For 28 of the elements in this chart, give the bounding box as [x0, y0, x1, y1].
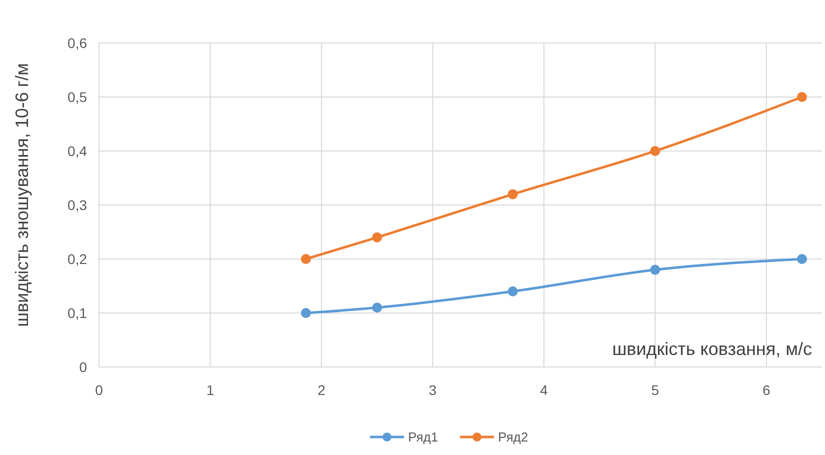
x-tick-label: 3 — [428, 382, 437, 398]
point — [508, 189, 518, 200]
point — [650, 264, 660, 275]
x-tick-label: 1 — [206, 382, 214, 398]
x-tick-label: 6 — [762, 382, 770, 398]
y-tick-label: 0,2 — [68, 250, 88, 267]
y-tick-label: 0 — [79, 358, 88, 375]
y-tick-label: 0,3 — [68, 196, 88, 213]
x-tick-label: 5 — [651, 382, 660, 398]
point — [796, 92, 807, 102]
point — [508, 286, 518, 296]
y-tick-label: 0,4 — [68, 142, 88, 159]
y-tick-label: 0,6 — [68, 34, 88, 51]
point — [300, 254, 311, 264]
legend-label: Ряд1 — [408, 430, 438, 445]
x-tick-label: 4 — [540, 382, 548, 398]
y-tick-label: 0,1 — [68, 304, 88, 321]
x-axis-title: швидкість ковзання, м/с — [612, 339, 812, 359]
point — [796, 254, 807, 264]
point — [372, 302, 382, 313]
point — [300, 308, 311, 318]
legend-label: Ряд2 — [498, 430, 528, 445]
y-axis-title: швидкість зношування, 10-6 г/м — [12, 63, 32, 327]
y-tick-label: 0,5 — [68, 88, 88, 105]
x-tick-label: 0 — [95, 382, 104, 398]
point — [650, 146, 660, 156]
x-tick-label: 2 — [318, 382, 326, 398]
point — [372, 232, 382, 242]
